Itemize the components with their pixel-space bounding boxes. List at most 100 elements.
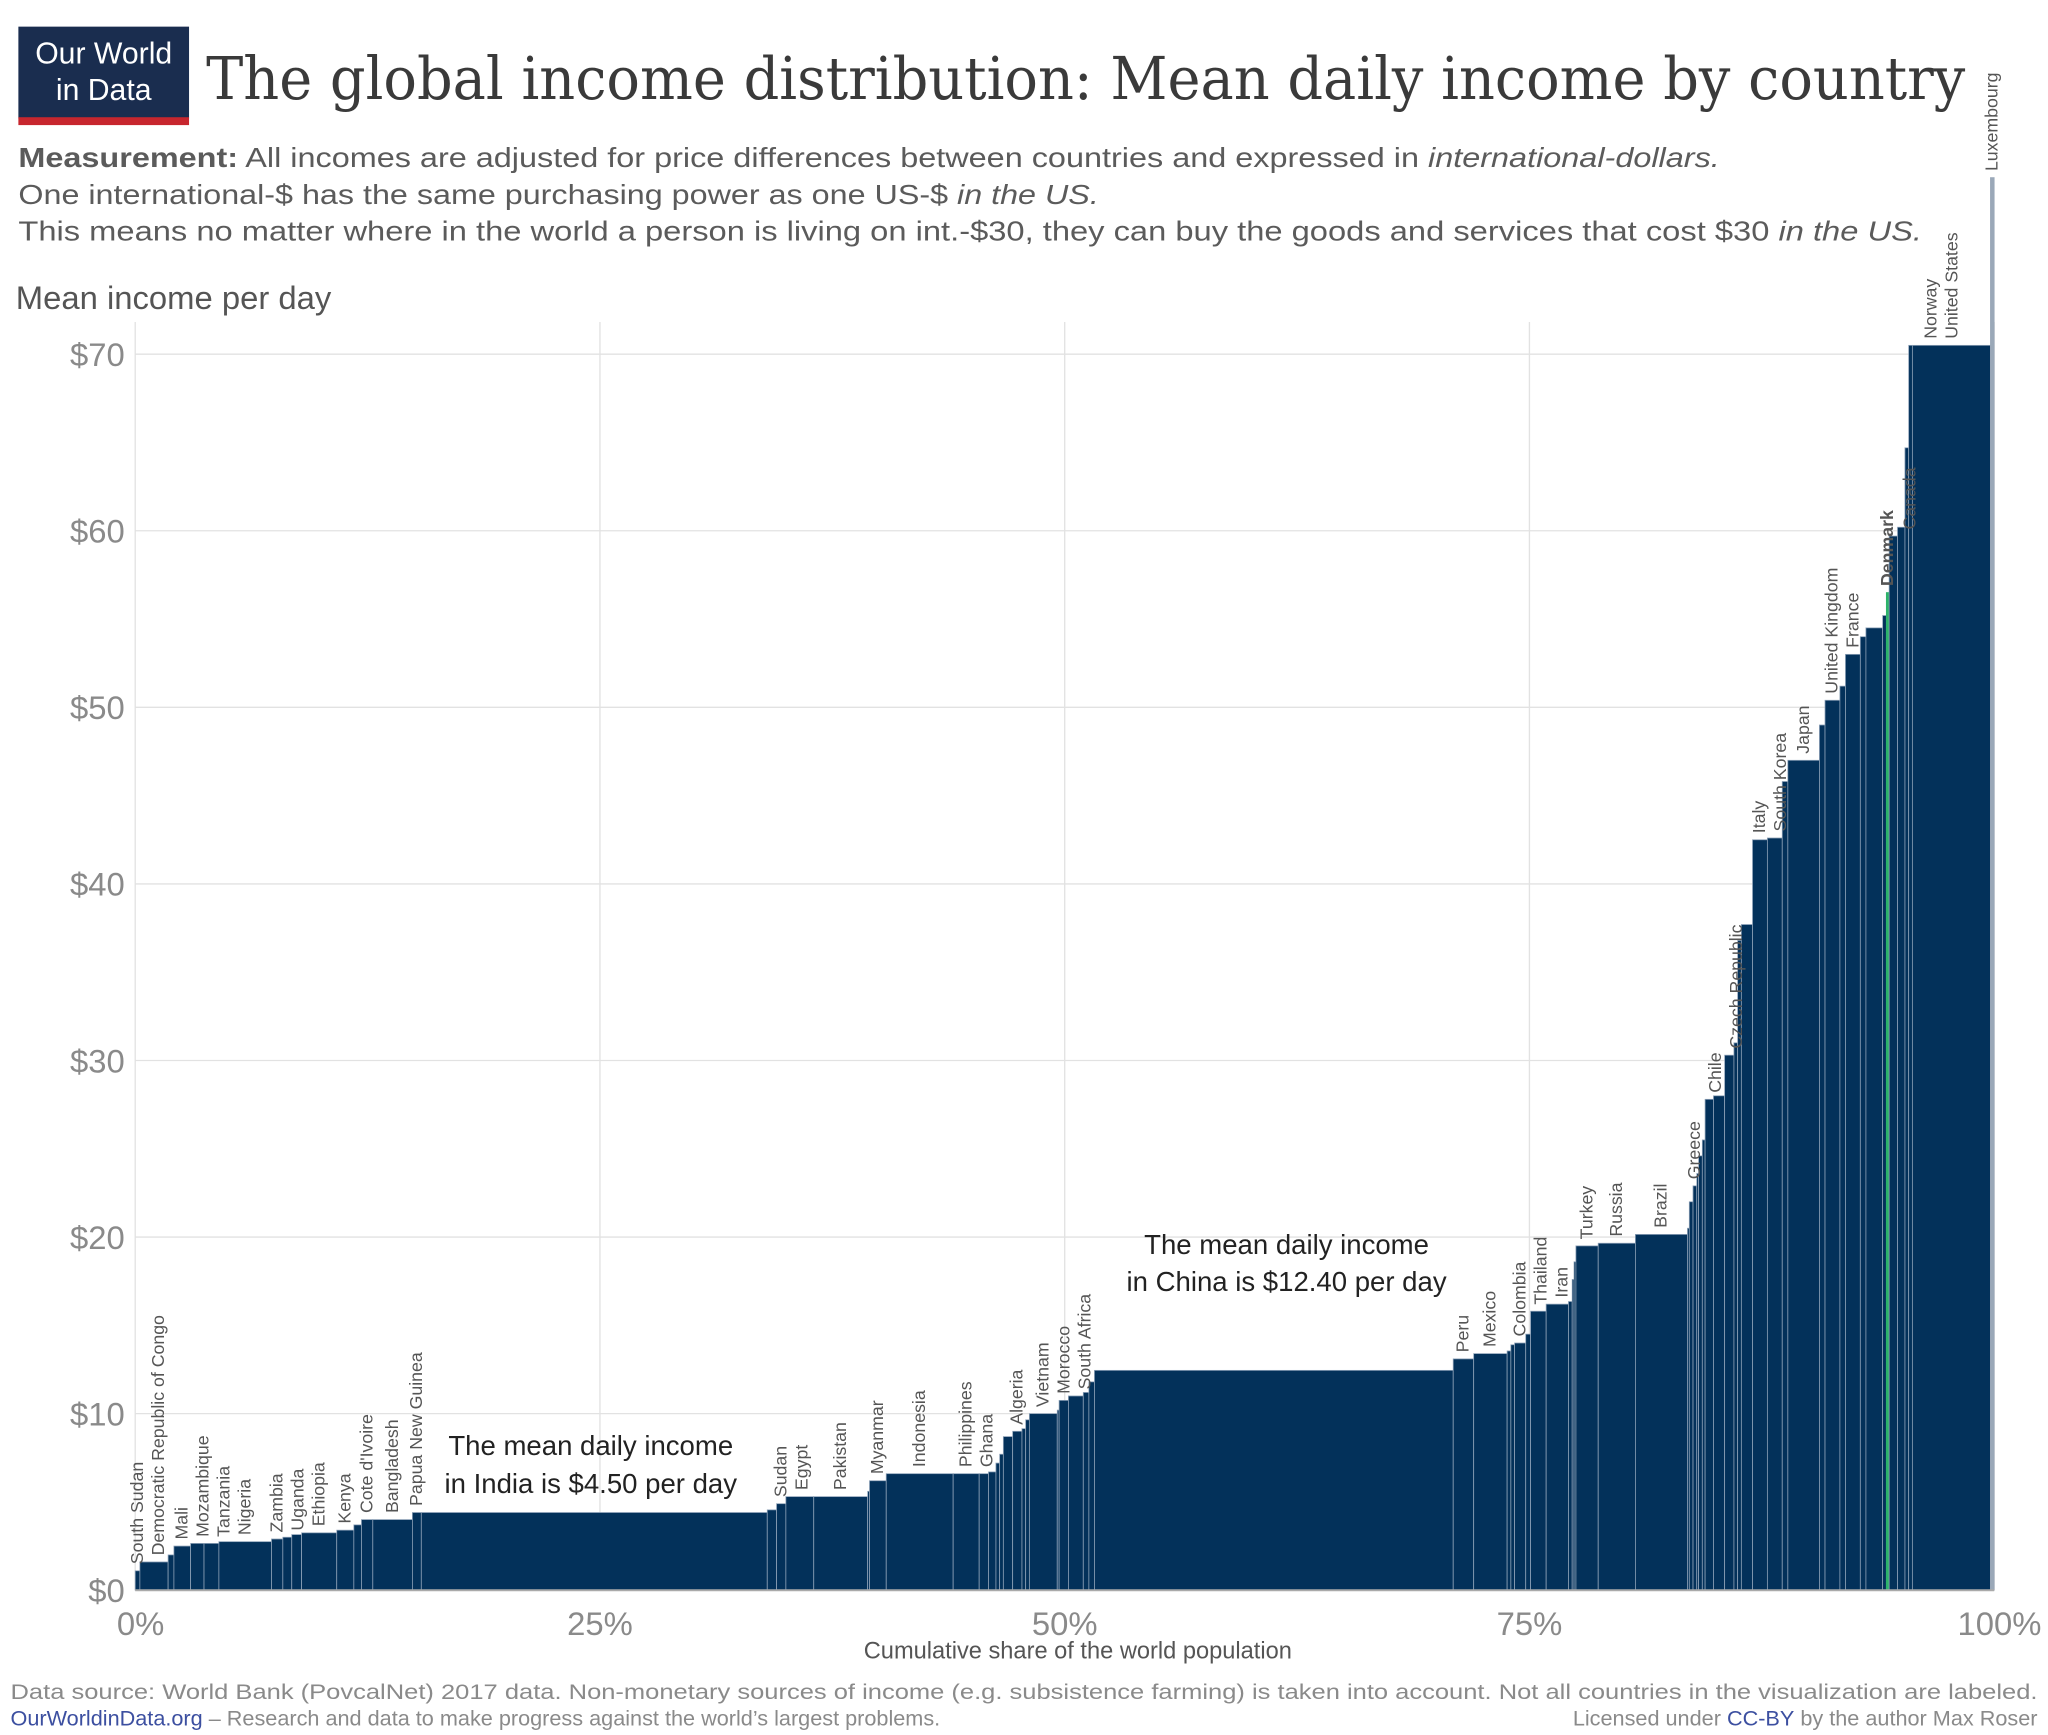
bar-country[interactable]	[1733, 1042, 1739, 1591]
bar-sudan[interactable]	[776, 1503, 787, 1591]
bar-south-sudan[interactable]	[134, 1570, 141, 1591]
bar-south-africa[interactable]	[1068, 1395, 1084, 1591]
country-label: Luxembourg	[1982, 73, 2002, 172]
y-tick-label: $30	[70, 1042, 125, 1079]
bar-nigeria[interactable]	[218, 1541, 272, 1591]
bar-country[interactable]	[1002, 1436, 1014, 1591]
subtitle-text: All incomes are adjusted for price diffe…	[238, 142, 1428, 173]
bar-canada[interactable]	[1888, 535, 1898, 1591]
cc-by-link[interactable]: CC-BY	[1727, 1705, 1794, 1730]
bar-vietnam[interactable]	[1028, 1413, 1058, 1591]
bar-country[interactable]	[1025, 1419, 1030, 1591]
bar-country[interactable]	[766, 1509, 777, 1591]
bar-papua-new-guinea[interactable]	[411, 1512, 422, 1591]
bars	[134, 177, 1995, 1591]
bar-russia[interactable]	[1597, 1242, 1636, 1591]
bar-iran[interactable]	[1545, 1303, 1569, 1591]
footer-license: Licensed under CC-BY by the author Max R…	[1573, 1705, 2038, 1730]
bar-kenya[interactable]	[336, 1529, 355, 1591]
bar-mozambique[interactable]	[190, 1543, 205, 1591]
bar-country[interactable]	[1882, 615, 1887, 1591]
bar-united-kingdom[interactable]	[1824, 699, 1841, 1591]
subtitle-line-3: This means no matter where in the world …	[18, 216, 1922, 247]
bar-country[interactable]	[1701, 1139, 1706, 1591]
bar-country[interactable]	[291, 1534, 302, 1591]
bar-country[interactable]	[1859, 636, 1867, 1591]
x-axis-label: Cumulative share of the world population	[864, 1638, 1292, 1664]
bar-luxembourg[interactable]	[1990, 177, 1995, 1591]
bar-country[interactable]	[167, 1554, 175, 1591]
bar-italy[interactable]	[1752, 839, 1768, 1591]
country-label: Norway	[1921, 279, 1941, 339]
x-tick-label: 75%	[1497, 1605, 1563, 1642]
bar-country[interactable]	[1698, 1155, 1703, 1591]
bar-country[interactable]	[1568, 1301, 1573, 1591]
country-label: Russia	[1606, 1182, 1626, 1236]
y-tick-label: $60	[70, 513, 125, 550]
bar-country[interactable]	[1688, 1201, 1694, 1591]
bar-country[interactable]	[420, 1512, 768, 1591]
bar-zambia[interactable]	[271, 1538, 284, 1591]
bar-denmark[interactable]	[1885, 592, 1890, 1591]
bar-colombia[interactable]	[1514, 1342, 1527, 1591]
bar-algeria[interactable]	[1012, 1430, 1023, 1591]
bar-country[interactable]	[1082, 1392, 1090, 1591]
subtitle-line-2: One international-$ has the same purchas…	[18, 179, 1098, 210]
bar-uganda[interactable]	[282, 1536, 293, 1591]
bar-bangladesh[interactable]	[372, 1519, 413, 1591]
bar-egypt[interactable]	[785, 1496, 815, 1591]
bar-country[interactable]	[1897, 526, 1906, 1591]
bar-south-korea[interactable]	[1766, 837, 1783, 1591]
country-label: Mali	[172, 1507, 192, 1540]
bar-pakistan[interactable]	[813, 1496, 869, 1591]
country-label: Mozambique	[193, 1435, 213, 1537]
bar-norway[interactable]	[1908, 344, 1913, 1591]
bar-thailand[interactable]	[1530, 1310, 1547, 1591]
bar-country[interactable]	[1021, 1428, 1027, 1591]
bar-myanmar[interactable]	[869, 1480, 887, 1591]
bar-country[interactable]	[1904, 447, 1910, 1591]
bar-country[interactable]	[1819, 724, 1826, 1591]
bar-france[interactable]	[1845, 653, 1861, 1591]
bar-chile[interactable]	[1704, 1098, 1714, 1591]
bar-country[interactable]	[1510, 1344, 1515, 1591]
bar-country[interactable]	[353, 1524, 362, 1591]
bar-country[interactable]	[999, 1453, 1004, 1591]
country-label: Tanzania	[214, 1466, 234, 1537]
bar-morocco[interactable]	[1058, 1399, 1069, 1591]
country-label: United States	[1942, 232, 1962, 339]
bar-country[interactable]	[1781, 781, 1789, 1591]
bar-czech-republic[interactable]	[1724, 1054, 1735, 1591]
bar-indonesia[interactable]	[885, 1473, 954, 1591]
country-label: Egypt	[791, 1445, 811, 1490]
bar-tanzania[interactable]	[203, 1543, 220, 1591]
india-annotation-line1: The mean daily income	[448, 1430, 733, 1461]
bar-country[interactable]	[988, 1471, 997, 1591]
logo-background	[18, 26, 190, 119]
bar-cote-d-ivoire[interactable]	[361, 1519, 374, 1591]
bar-country[interactable]	[995, 1462, 1001, 1591]
bar-country[interactable]	[1713, 1095, 1726, 1591]
bar-united-states[interactable]	[1911, 344, 1991, 1591]
bar-country[interactable]	[1525, 1333, 1531, 1591]
footer-site-line: OurWorldinData.org – Research and data t…	[11, 1705, 941, 1730]
owid-logo[interactable]: Our World in Data	[18, 26, 190, 126]
bar-country[interactable]	[1865, 627, 1884, 1591]
bar-country[interactable]	[1094, 1369, 1454, 1591]
bar-ethiopia[interactable]	[301, 1532, 338, 1591]
bar-japan[interactable]	[1787, 759, 1820, 1591]
owid-site-link[interactable]: OurWorldinData.org	[11, 1705, 203, 1730]
bar-democratic-republic-of-congo[interactable]	[139, 1561, 169, 1591]
bar-country[interactable]	[1506, 1350, 1512, 1591]
bar-turkey[interactable]	[1575, 1245, 1599, 1591]
bar-mexico[interactable]	[1473, 1353, 1508, 1591]
bar-ghana[interactable]	[978, 1473, 989, 1591]
bar-peru[interactable]	[1452, 1358, 1475, 1591]
bar-country[interactable]	[1088, 1381, 1095, 1591]
bar-brazil[interactable]	[1635, 1234, 1688, 1591]
bar-philippines[interactable]	[952, 1473, 980, 1591]
bar-greece[interactable]	[1692, 1185, 1698, 1591]
bar-country[interactable]	[1839, 685, 1846, 1591]
bar-mali[interactable]	[173, 1545, 192, 1591]
